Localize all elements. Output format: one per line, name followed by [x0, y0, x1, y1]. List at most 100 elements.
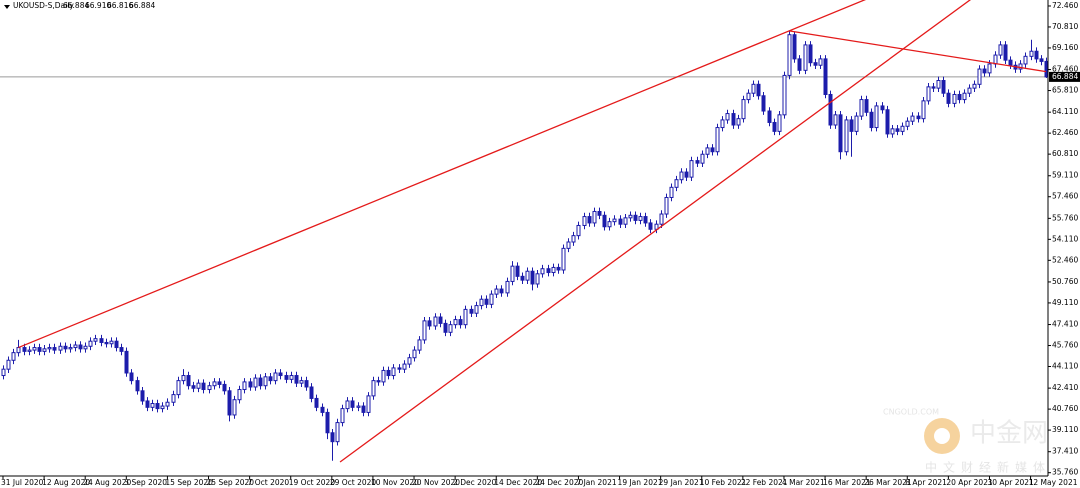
- plot-area: [0, 0, 1048, 463]
- x-tick-label: 20 Nov 2020: [412, 478, 460, 487]
- candle-body-up: [987, 63, 992, 74]
- candle-body-up: [659, 213, 664, 225]
- candle-body-up: [109, 340, 114, 345]
- candle-body-up: [171, 394, 176, 403]
- candle-body-down: [484, 298, 489, 305]
- candle-body-up: [926, 86, 931, 102]
- candle-body-up: [83, 345, 88, 350]
- header-close: 66.884: [129, 1, 155, 10]
- candle-body-up: [576, 224, 581, 237]
- y-tick-label: 37.410: [1052, 447, 1078, 456]
- candle-body-down: [756, 83, 761, 97]
- candle-body-up: [479, 298, 484, 307]
- candle-body-down: [695, 160, 700, 164]
- candle-body-down: [1003, 44, 1008, 61]
- candle-body-down: [304, 380, 309, 388]
- candle-body-down: [1008, 59, 1013, 66]
- y-tick-label: 54.110: [1052, 234, 1078, 243]
- candle-body-up: [196, 382, 201, 389]
- candle-body-up: [551, 266, 556, 274]
- candle-body-down: [515, 265, 520, 277]
- candle-body-down: [648, 222, 653, 230]
- x-tick-label: 25 Sep 2020: [207, 478, 255, 487]
- candle-body-down: [520, 275, 525, 281]
- y-tick-label: 64.110: [1052, 107, 1078, 116]
- candle-body-down: [885, 109, 890, 135]
- y-tick-label: 44.110: [1052, 362, 1078, 371]
- candle-body-down: [767, 110, 772, 123]
- x-tick-label: 8 Apr 2021: [905, 478, 947, 487]
- candle-body-down: [104, 341, 109, 345]
- candle-body-up: [571, 235, 576, 243]
- candle-body-up: [273, 372, 278, 382]
- candle-body-up: [921, 100, 926, 120]
- candle-body-up: [623, 217, 628, 225]
- candle-body-up: [803, 44, 808, 71]
- candle-body-down: [813, 62, 818, 66]
- candle-body-up: [936, 79, 941, 89]
- candle-body-down: [284, 375, 289, 380]
- candle-body-up: [73, 344, 78, 349]
- candle-body-down: [52, 347, 57, 351]
- candle-body-up: [782, 74, 787, 116]
- candle-body-down: [1039, 58, 1044, 62]
- candle-body-up: [977, 68, 982, 85]
- candle-body-down: [145, 400, 150, 408]
- candle-body-up: [700, 153, 705, 164]
- candle-body-down: [838, 114, 843, 153]
- candle-body-down: [99, 338, 104, 343]
- y-tick-label: 47.410: [1052, 320, 1078, 329]
- trendline: [789, 30, 1047, 73]
- candle-body-down: [124, 350, 129, 374]
- y-tick-label: 69.160: [1052, 43, 1078, 52]
- candle-body-down: [140, 390, 145, 402]
- x-tick-label: 12 May 2021: [1029, 478, 1078, 487]
- candle-body-down: [22, 347, 27, 352]
- candle-body-up: [1023, 55, 1028, 65]
- candle-body-down: [1044, 60, 1048, 78]
- candle-body-up: [833, 114, 838, 126]
- candle-body-up: [607, 221, 612, 228]
- candle-body-down: [772, 121, 777, 132]
- candle-body-up: [612, 218, 617, 223]
- x-tick-label: 22 Feb 2021: [741, 478, 788, 487]
- x-tick-label: 29 Jan 2021: [659, 478, 704, 487]
- candle-body-up: [859, 99, 864, 117]
- candle-body-down: [191, 385, 196, 389]
- candle-body-up: [669, 186, 674, 198]
- candle-body-up: [32, 347, 37, 351]
- candle-body-down: [556, 266, 561, 271]
- candle-body-up: [345, 400, 350, 410]
- trendline: [18, 0, 867, 349]
- candle-body-down: [869, 111, 874, 129]
- header-symbol: UKOUSD-S,Daily: [13, 1, 74, 10]
- candle-body-down: [376, 380, 381, 383]
- candle-body-up: [494, 288, 499, 295]
- y-tick-label: 52.460: [1052, 255, 1078, 264]
- candle-body-up: [448, 324, 453, 333]
- candle-body-up: [371, 380, 376, 397]
- watermark: 中金网 CNGOLD.COM 中文财经新媒体: [883, 408, 1051, 475]
- current-price-label: 66.884: [1052, 72, 1078, 81]
- candle-body-down: [643, 216, 648, 224]
- candle-body-up: [525, 270, 530, 281]
- candle-body-up: [540, 268, 545, 275]
- header-icon: [4, 5, 10, 9]
- candle-body-down: [258, 377, 263, 387]
- candle-body-up: [561, 247, 566, 271]
- candle-body-down: [823, 58, 828, 95]
- y-tick-label: 62.460: [1052, 128, 1078, 137]
- watermark-slogan: 中文财经新媒体: [925, 460, 1051, 475]
- candle-body-down: [797, 58, 802, 71]
- candle-body-up: [844, 119, 849, 153]
- candle-body-up: [181, 375, 186, 382]
- candle-body-down: [864, 99, 869, 113]
- y-tick-label: 35.760: [1052, 468, 1078, 477]
- y-tick-label: 65.810: [1052, 86, 1078, 95]
- y-tick-label: 70.810: [1052, 22, 1078, 31]
- candle-body-down: [808, 44, 813, 64]
- y-tick-label: 60.810: [1052, 149, 1078, 158]
- candle-body-down: [37, 347, 42, 352]
- candle-body-down: [320, 406, 325, 413]
